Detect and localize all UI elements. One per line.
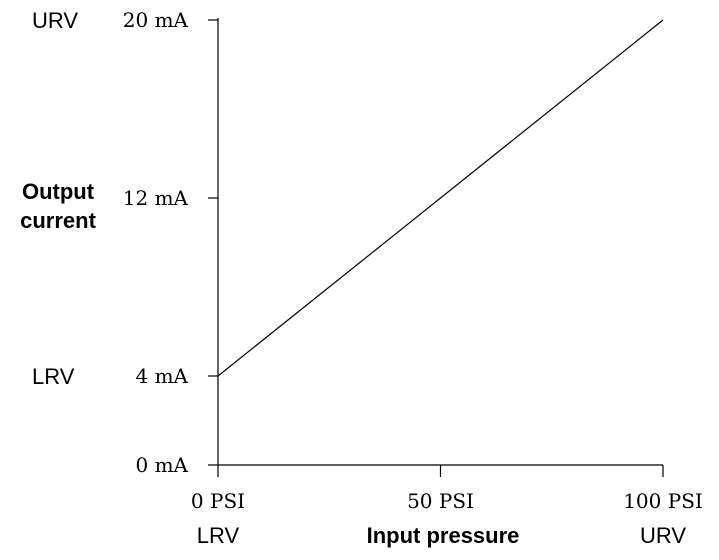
series-group — [217, 19, 664, 377]
x-range-label: LRV — [197, 523, 240, 548]
y-range-label: LRV — [32, 364, 75, 389]
y-axis-title-line-1: Output — [22, 179, 95, 204]
y-tick-label: 4 mA — [136, 364, 189, 388]
y-tick-label: 0 mA — [136, 453, 189, 477]
y-range-label: URV — [32, 8, 78, 33]
x-tick-label: 0 PSI — [191, 489, 245, 513]
x-axis-ticks: 0 PSI LRV 50 PSI 100 PSI URV — [191, 465, 703, 548]
x-tick-label: 100 PSI — [623, 489, 703, 513]
x-axis-title: Input pressure — [367, 523, 520, 548]
x-range-label: URV — [640, 523, 686, 548]
series-line — [217, 19, 664, 377]
y-axis-ticks: 0 mA 4 mA LRV 12 mA 20 mA URV — [32, 8, 218, 477]
x-tick-label: 50 PSI — [407, 489, 474, 513]
y-tick-label: 12 mA — [123, 186, 189, 210]
y-tick-label: 20 mA — [123, 8, 189, 32]
y-axis-title-line-2: current — [20, 208, 96, 233]
